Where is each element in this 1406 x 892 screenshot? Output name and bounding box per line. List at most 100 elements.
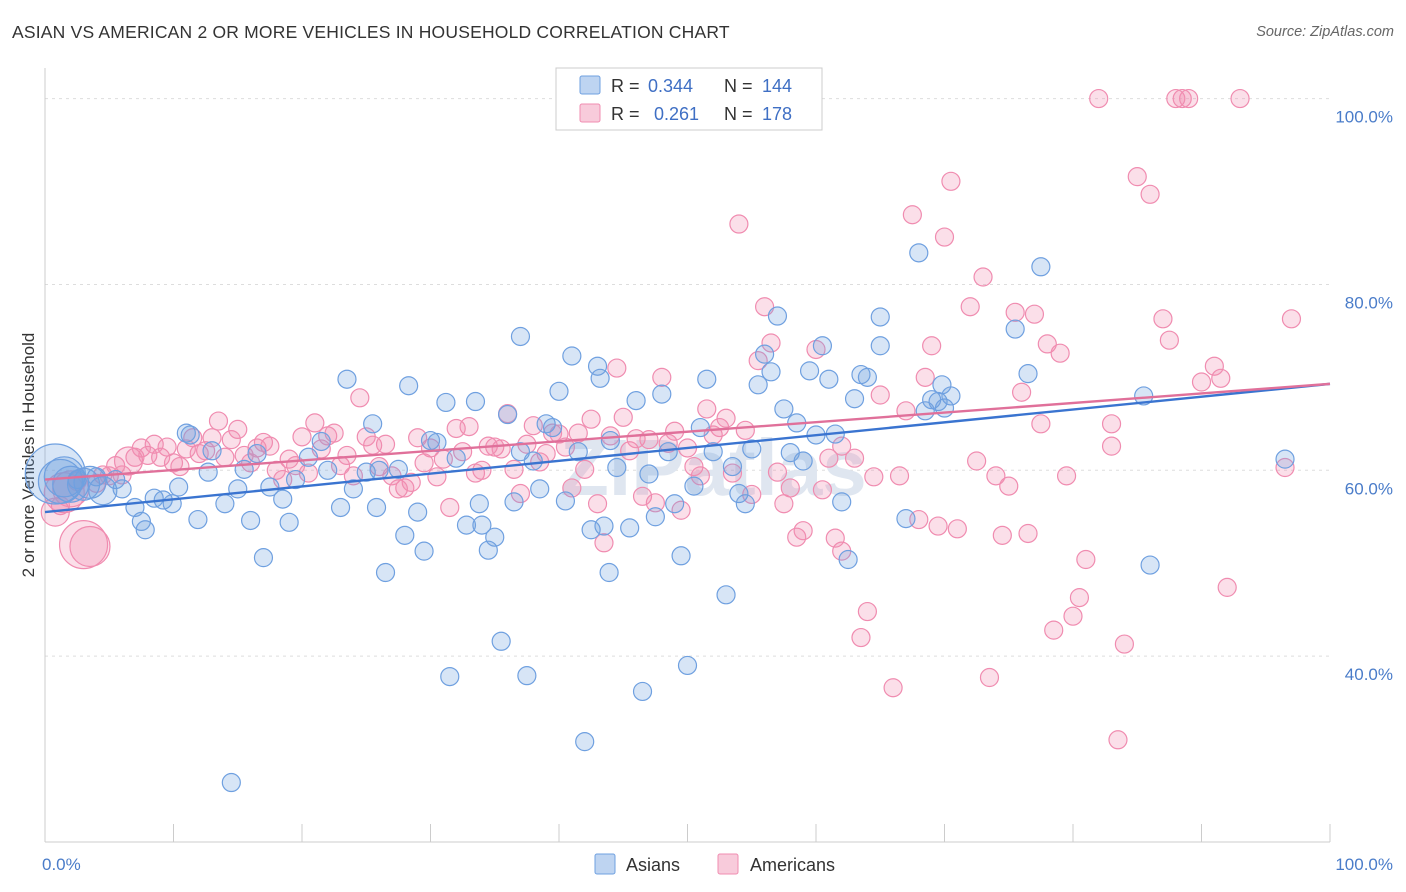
data-point [1281, 309, 1302, 329]
data-point [562, 346, 582, 366]
data-point [549, 381, 569, 401]
data-point [247, 443, 267, 464]
data-point [690, 417, 710, 438]
data-point [491, 631, 511, 651]
data-point [857, 601, 878, 622]
data-point [639, 464, 659, 484]
data-point [420, 430, 441, 451]
data-point [947, 519, 967, 539]
data-point [748, 375, 768, 395]
data-point [838, 549, 858, 570]
data-point [1127, 167, 1147, 187]
data-point [832, 492, 852, 512]
data-point [305, 413, 325, 433]
data-point [523, 451, 543, 471]
data-point [1005, 319, 1025, 339]
data-point [1230, 88, 1250, 109]
data-point [864, 467, 884, 487]
data-point [1011, 382, 1032, 402]
data-point [170, 456, 190, 477]
data-point [581, 409, 601, 429]
data-point [607, 358, 627, 378]
data-point [626, 390, 646, 411]
data-point [999, 476, 1019, 496]
x-ticks [44, 824, 1331, 842]
data-point [343, 479, 363, 499]
data-point [575, 459, 595, 479]
data-point [767, 306, 788, 326]
data-point [504, 459, 524, 479]
bottom-legend-swatch-asians [594, 853, 616, 875]
data-point [819, 369, 839, 389]
data-point [684, 456, 704, 477]
data-point [1069, 588, 1090, 608]
data-point [941, 171, 961, 191]
data-point [607, 457, 627, 478]
data-point [1159, 330, 1179, 350]
data-point [555, 491, 576, 511]
bottom-legend-label-asians: Asians [626, 855, 680, 875]
data-point [456, 515, 477, 535]
data-point [162, 494, 182, 514]
y-axis-label: 2 or more Vehicles in Household [19, 333, 38, 578]
data-point [1140, 184, 1160, 204]
data-point [202, 441, 222, 461]
data-point [292, 427, 312, 447]
data-point [221, 430, 241, 450]
data-point [889, 466, 910, 486]
data-point [600, 430, 621, 451]
trend-lines [44, 382, 1331, 514]
data-point [337, 369, 357, 389]
x-tick-label-min: 0.0% [42, 855, 81, 874]
data-point [722, 456, 743, 477]
data-point [1275, 457, 1295, 478]
data-point [52, 465, 90, 503]
data-point [58, 520, 109, 570]
data-point [517, 666, 537, 686]
data-point [729, 214, 749, 234]
data-point [427, 432, 447, 453]
chart-title: ASIAN VS AMERICAN 2 OR MORE VEHICLES IN … [12, 22, 730, 42]
data-point [298, 447, 319, 467]
y-tick-label: 80.0% [1345, 293, 1393, 312]
data-point [665, 494, 685, 514]
data-point [414, 541, 434, 561]
data-point [697, 399, 717, 419]
data-point [427, 467, 447, 487]
data-point [735, 420, 755, 440]
data-point [671, 546, 691, 566]
bottom-legend: Asians Americans [594, 853, 835, 875]
data-point [832, 436, 852, 456]
data-point [1211, 368, 1231, 388]
data-point [883, 678, 903, 698]
data-point [1217, 577, 1237, 597]
data-point [1275, 449, 1295, 469]
trend-line-asians [44, 382, 1331, 514]
data-point [697, 369, 717, 389]
data-point [188, 509, 208, 530]
data-point [652, 367, 672, 387]
data-point [928, 516, 948, 536]
data-point [253, 548, 274, 568]
data-point [632, 681, 653, 702]
data-point [1204, 356, 1224, 376]
data-point [677, 655, 698, 676]
data-point [221, 772, 241, 793]
data-point [851, 627, 871, 648]
data-point [575, 732, 595, 752]
data-point [684, 476, 704, 496]
data-point [465, 391, 486, 412]
data-point [369, 460, 389, 480]
data-point [870, 336, 890, 356]
data-point [285, 469, 306, 490]
y-tick-label: 60.0% [1345, 479, 1393, 498]
source-label: Source: ZipAtlas.com [1256, 24, 1394, 40]
data-point [934, 227, 955, 247]
data-point [761, 362, 781, 382]
data-point [279, 512, 299, 532]
data-point [590, 368, 610, 388]
data-point [440, 666, 460, 687]
data-point [870, 385, 890, 405]
bottom-legend-swatch-americans [717, 853, 739, 875]
data-point [228, 419, 248, 440]
